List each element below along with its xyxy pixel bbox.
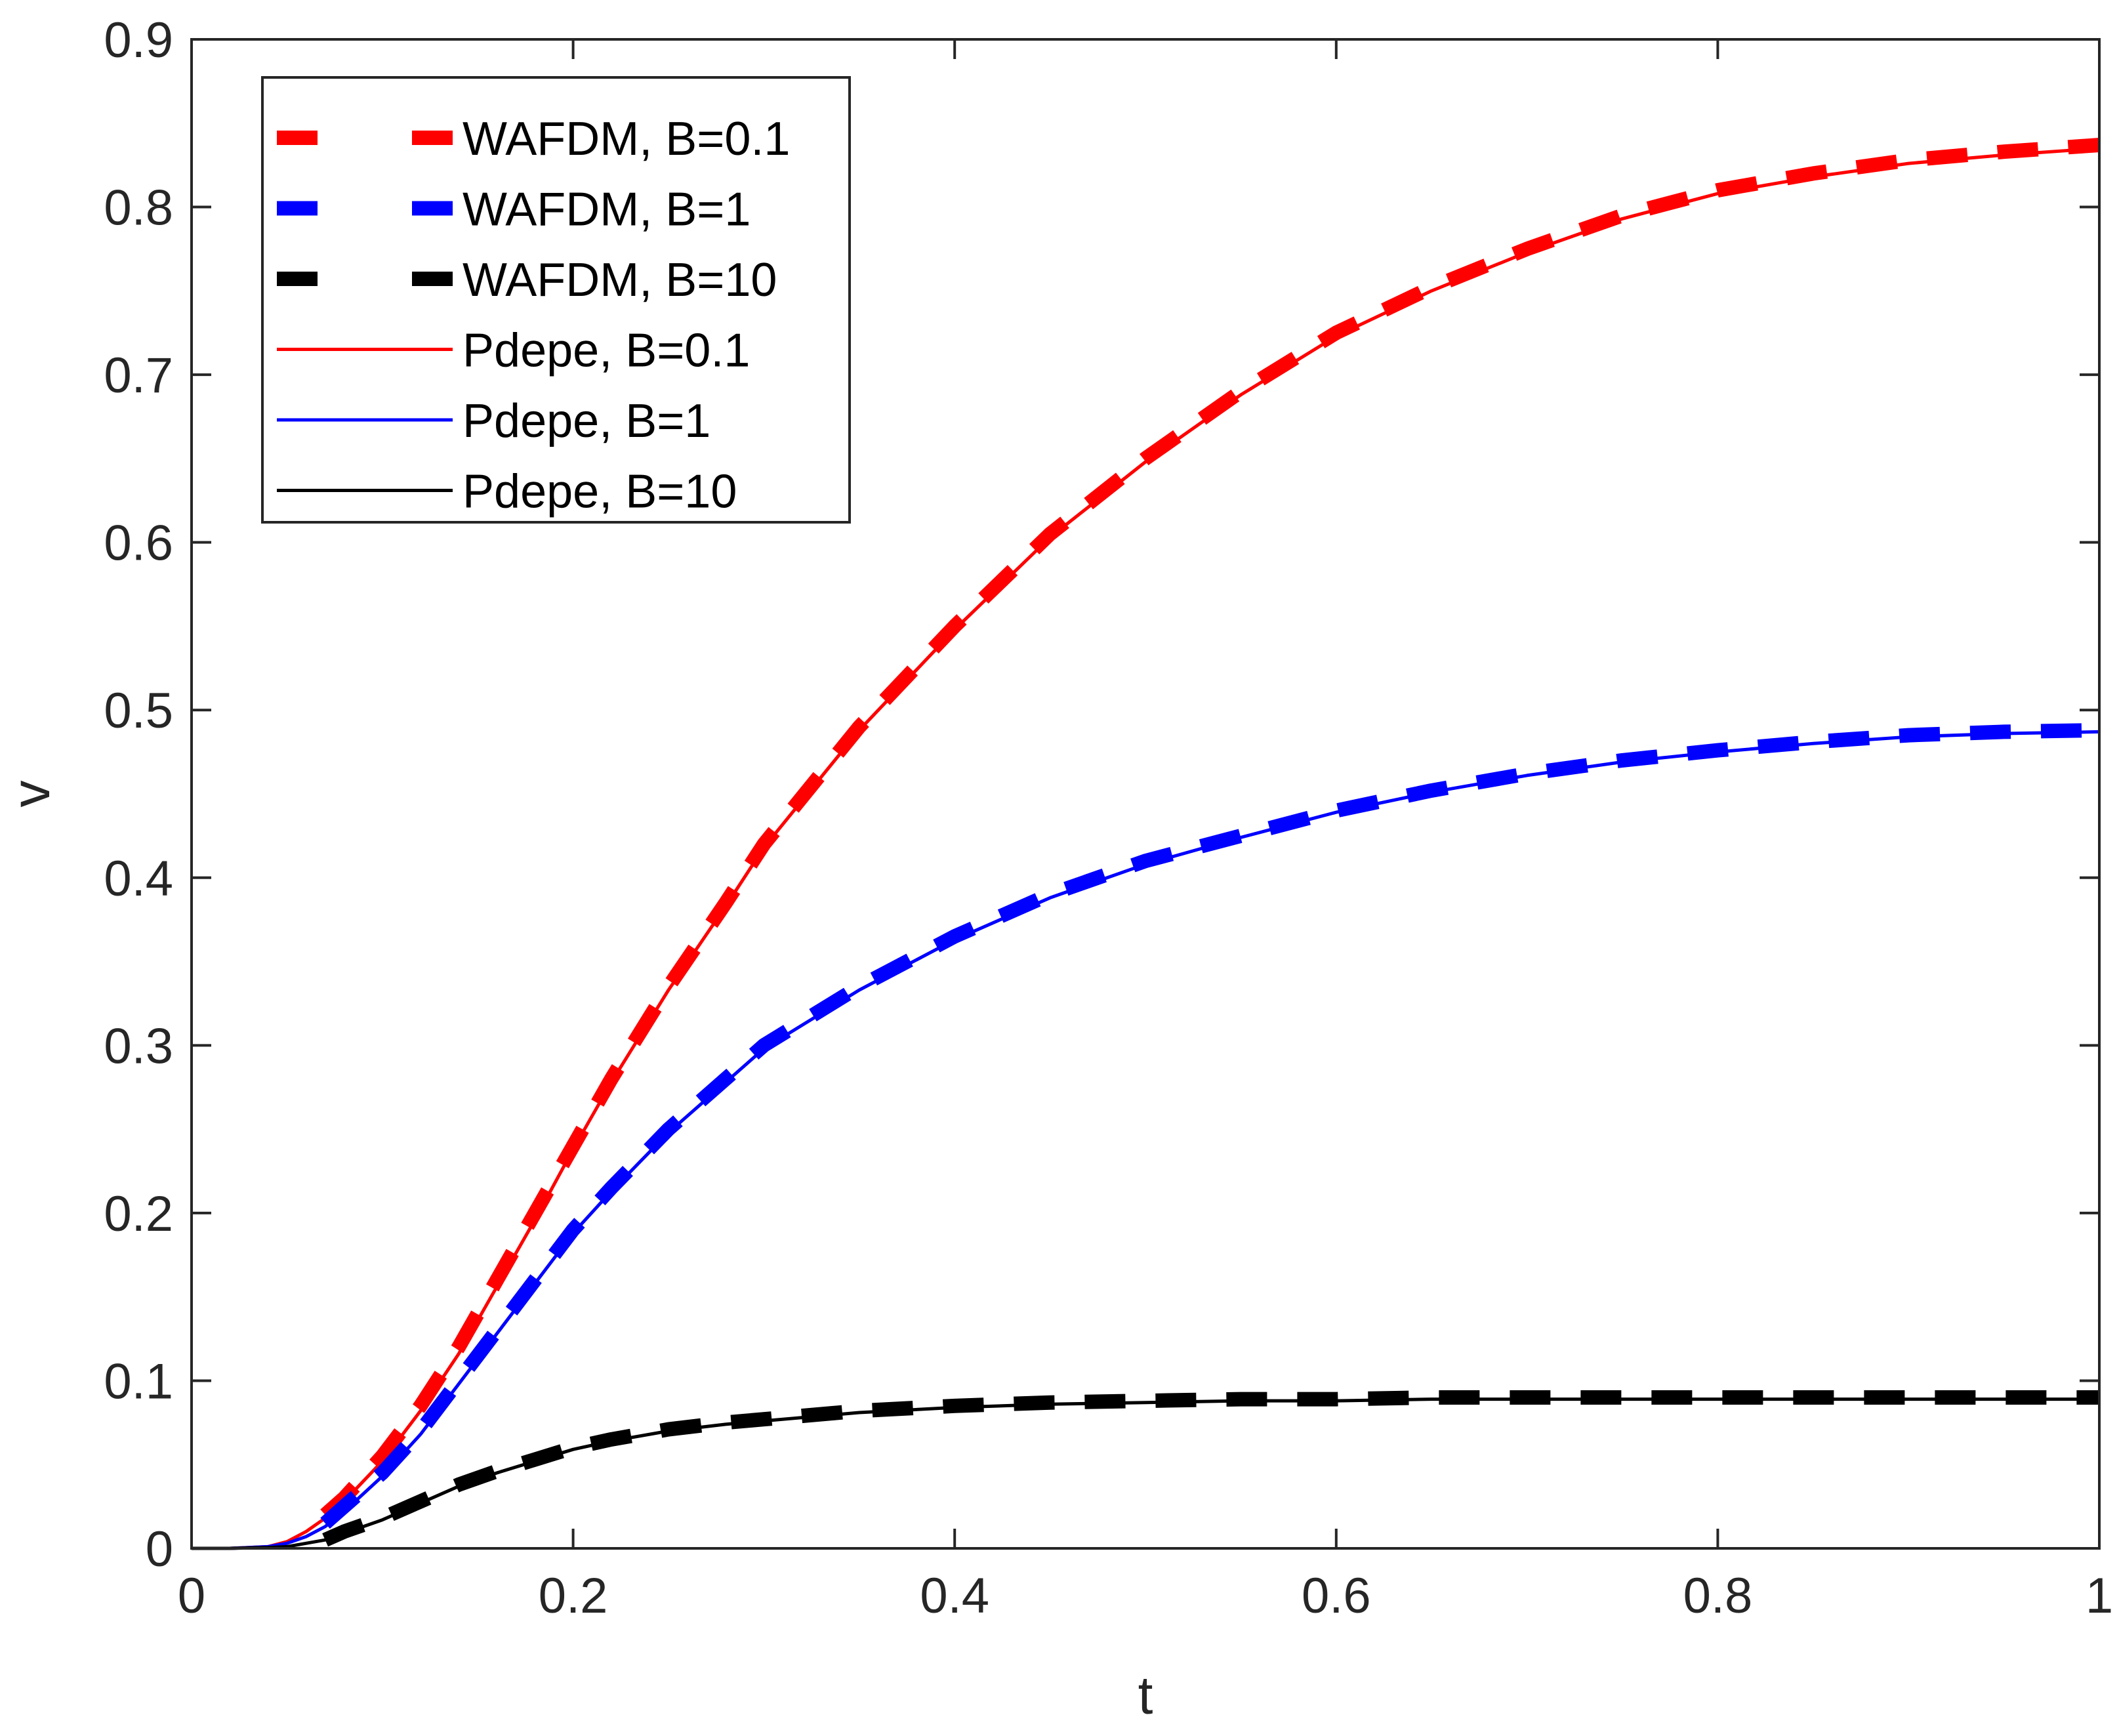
legend-box [261, 76, 851, 524]
series-line-3 [322, 1390, 2099, 1547]
legend-label-6: Pdepe, B=10 [463, 466, 737, 518]
legend: WAFDM, B=0.1 WAFDM, B=1 WAFDM, B=10 Pdepe, … [261, 76, 851, 524]
y-tick-label: 0.7 [104, 348, 173, 403]
x-tick-label: 1 [2086, 1568, 2113, 1624]
x-tick-label: 0.4 [920, 1568, 989, 1624]
legend-label-5: Pdepe, B=1 [463, 395, 710, 447]
axes-frame [190, 38, 2101, 1550]
x-tick-label: 0.2 [539, 1568, 608, 1624]
y-tick-label: 0.5 [104, 683, 173, 739]
y-tick-label: 0.9 [104, 12, 173, 68]
legend-label-3: WAFDM, B=10 [463, 254, 777, 306]
x-axis-label: t [1138, 1666, 1153, 1726]
y-tick-label: 0.6 [104, 516, 173, 571]
y-axis-label: v [1, 781, 61, 808]
y-tick-label: 0.3 [104, 1018, 173, 1074]
x-tick-label: 0.8 [1683, 1568, 1753, 1624]
x-tick-label: 0 [178, 1568, 205, 1624]
axes-layer: 0 0.2 0.4 0.6 0.8 1 0 0.1 0.2 0.3 0.4 0.5 0.6 0.7 0.8 0… [104, 12, 2113, 1624]
y-tick-label: 0.1 [104, 1354, 173, 1409]
legend-label-1: WAFDM, B=0.1 [463, 113, 790, 165]
y-tick-label: 0.4 [104, 851, 173, 907]
series-layer [192, 138, 2100, 1550]
series-line-2 [320, 722, 2100, 1529]
y-tick-label: 0.8 [104, 180, 173, 236]
y-tick-label: 0 [146, 1521, 173, 1577]
legend-label-4: Pdepe, B=0.1 [463, 325, 750, 377]
legend-label-2: WAFDM, B=1 [463, 184, 751, 236]
x-tick-label: 0.6 [1302, 1568, 1371, 1624]
series-line-1 [320, 138, 2100, 1521]
y-tick-label: 0.2 [104, 1186, 173, 1242]
